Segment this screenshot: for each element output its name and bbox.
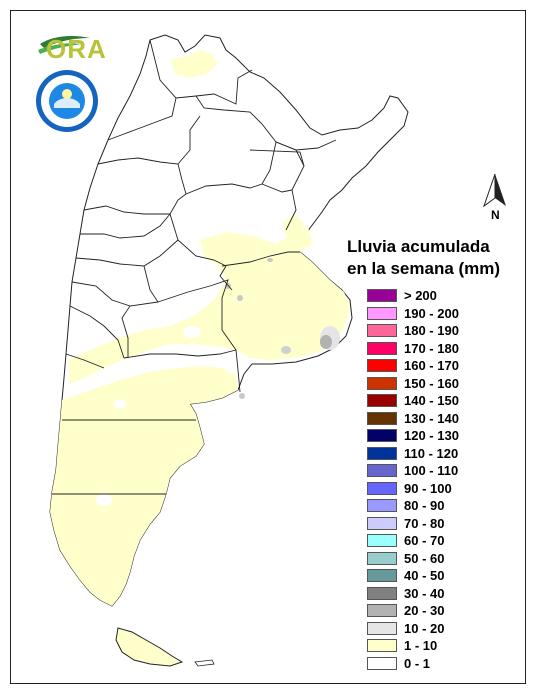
legend-item: 20 - 30: [367, 603, 507, 621]
legend-item: 170 - 180: [367, 341, 507, 359]
dry-patch: [114, 399, 126, 409]
legend-item: 180 - 190: [367, 323, 507, 341]
legend-item: 30 - 40: [367, 586, 507, 604]
legend-label: 170 - 180: [404, 340, 459, 356]
legend-item: 50 - 60: [367, 551, 507, 569]
north-label: N: [491, 208, 500, 222]
legend-swatch: [367, 446, 397, 460]
legend-label: 140 - 150: [404, 393, 459, 408]
dry-patch: [96, 494, 112, 506]
legend-label: 60 - 70: [404, 533, 445, 548]
legend-title-line2: en la semana (mm): [347, 259, 501, 278]
legend-item: 60 - 70: [367, 533, 507, 551]
legend-label: 160 - 170: [404, 358, 459, 373]
legend: > 200 190 - 200 180 - 190 170 - 180 160 - 17…: [367, 288, 507, 673]
legend-item: 80 - 90: [367, 498, 507, 516]
legend-label: 110 - 120: [404, 445, 459, 461]
legend-swatch: [367, 621, 397, 635]
legend-swatch: [367, 586, 397, 600]
legend-swatch: [367, 551, 397, 565]
dry-patch: [183, 326, 201, 338]
legend-swatch: [367, 289, 397, 302]
legend-item: 120 - 130: [367, 428, 507, 446]
legend-item: > 200: [367, 288, 507, 306]
legend-swatch: [367, 569, 397, 582]
rain-20-30-patch: [320, 335, 332, 349]
rain-10-20-patch: [267, 258, 273, 262]
legend-swatch: [367, 499, 397, 512]
legend-item: 190 - 200: [367, 306, 507, 324]
legend-item: 90 - 100: [367, 481, 507, 499]
ora-swoosh-icon: [38, 36, 90, 54]
legend-swatch: [367, 324, 397, 337]
legend-item: 150 - 160: [367, 376, 507, 394]
legend-label: 150 - 160: [404, 375, 459, 391]
legend-label: 130 - 140: [404, 410, 459, 426]
legend-item: 70 - 80: [367, 516, 507, 534]
ora-logo: ORA: [38, 28, 107, 64]
rain-area-east-blob: [282, 214, 304, 238]
legend-label: 20 - 30: [404, 603, 445, 618]
legend-swatch: [367, 604, 397, 617]
legend-swatch: [367, 534, 397, 547]
legend-swatch: [367, 394, 397, 407]
legend-item: 10 - 20: [367, 621, 507, 639]
legend-label: 180 - 190: [404, 323, 459, 338]
legend-label: 40 - 50: [404, 568, 445, 583]
legend-label: 100 - 110: [404, 463, 459, 478]
legend-label: 0 - 1: [404, 655, 431, 671]
legend-item: 140 - 150: [367, 393, 507, 411]
legend-swatch: [367, 376, 397, 390]
rain-area-north: [170, 50, 218, 78]
rain-area-south: [50, 366, 238, 606]
legend-title: Lluvia acumulada en la semana (mm): [347, 236, 500, 280]
tierra-del-fuego: [115, 627, 184, 667]
north-arrow-icon: [483, 173, 506, 208]
north-arrow: N: [480, 172, 510, 222]
legend-label: 10 - 20: [404, 620, 445, 636]
island-mark: [194, 659, 215, 667]
dry-patch: [67, 611, 81, 621]
legend-swatch: [367, 481, 397, 495]
smn-seal-icon: [36, 70, 98, 132]
legend-item: 1 - 10: [367, 638, 507, 656]
legend-label: > 200: [404, 288, 437, 303]
legend-item: 40 - 50: [367, 568, 507, 586]
legend-label: 80 - 90: [404, 498, 445, 513]
province-boundaries: [52, 39, 337, 495]
legend-swatch: [367, 639, 397, 652]
legend-swatch: [367, 656, 397, 670]
legend-title-line1: Lluvia acumulada: [347, 237, 490, 256]
legend-item: 0 - 1: [367, 656, 507, 674]
legend-item: 100 - 110: [367, 463, 507, 481]
rain-10-20-patch: [281, 346, 291, 354]
rain-area-central: [68, 226, 350, 384]
legend-label: 30 - 40: [404, 585, 445, 601]
rain-10-20-patch: [239, 393, 245, 399]
rain-10-20-patch: [237, 295, 243, 301]
legend-label: 190 - 200: [404, 305, 459, 321]
legend-swatch: [367, 341, 397, 355]
legend-swatch: [367, 359, 397, 372]
legend-label: 120 - 130: [404, 428, 459, 443]
legend-item: 110 - 120: [367, 446, 507, 464]
legend-item: 160 - 170: [367, 358, 507, 376]
legend-label: 1 - 10: [404, 638, 438, 653]
legend-label: 90 - 100: [404, 480, 452, 496]
legend-label: 70 - 80: [404, 515, 445, 531]
legend-swatch: [367, 516, 397, 530]
legend-item: 130 - 140: [367, 411, 507, 429]
ora-wordmark: ORA: [46, 34, 107, 64]
legend-swatch: [367, 306, 397, 320]
legend-swatch: [367, 411, 397, 425]
dry-patch: [42, 566, 58, 578]
legend-swatch: [367, 429, 397, 442]
legend-label: 50 - 60: [404, 550, 445, 566]
legend-swatch: [367, 464, 397, 477]
